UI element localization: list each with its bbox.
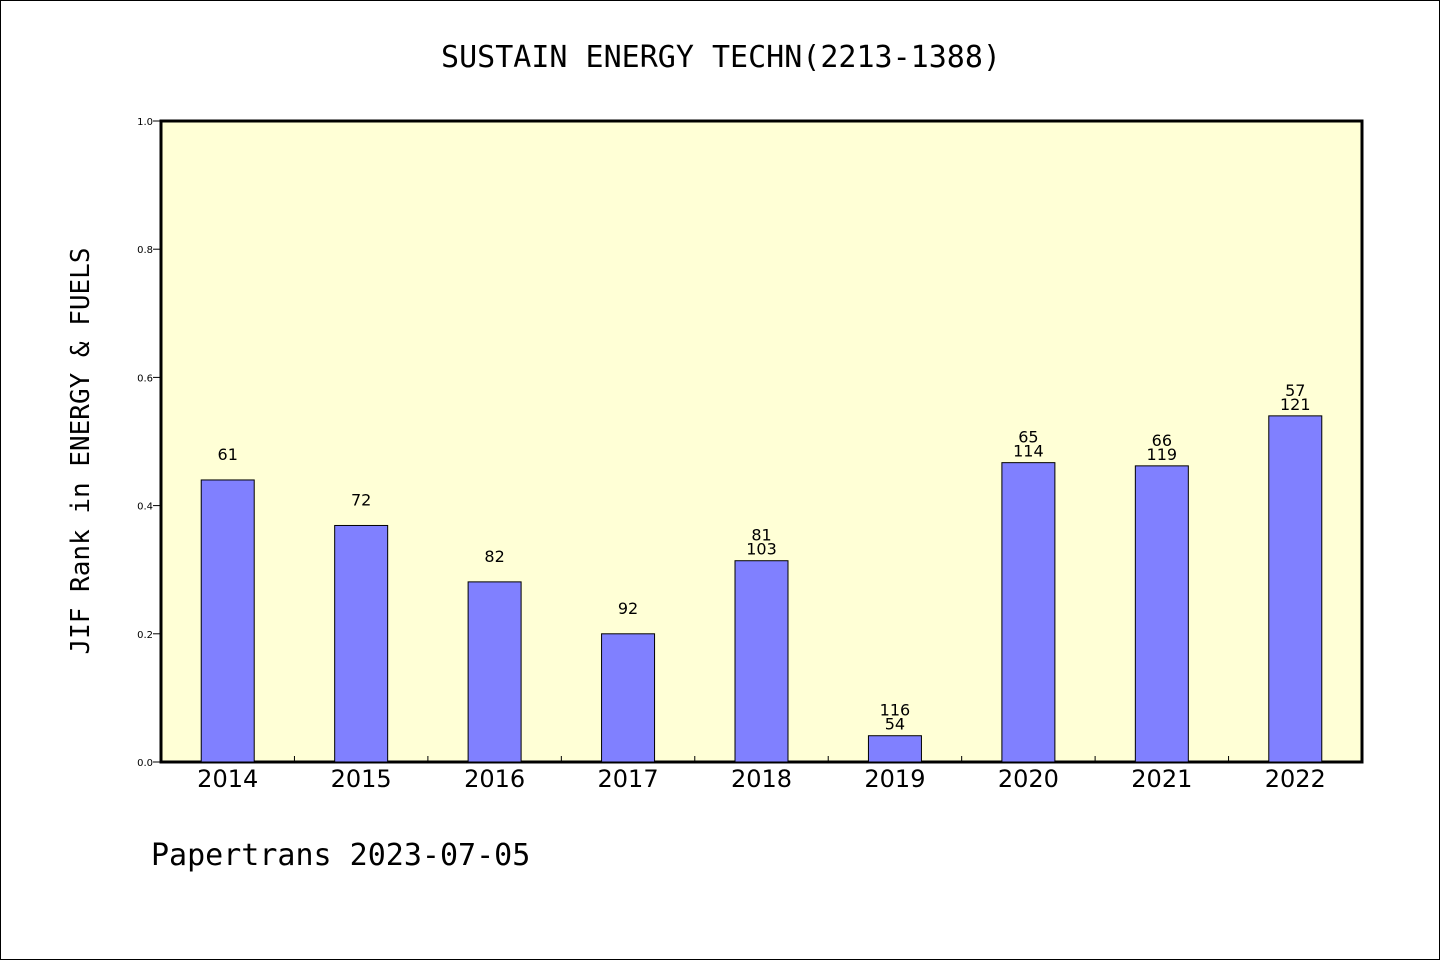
data-label: 121 [1280, 395, 1311, 414]
data-label: 92 [618, 599, 638, 618]
data-label: 82 [484, 547, 504, 566]
bar-2021 [1134, 465, 1189, 763]
data-label: 54 [885, 715, 905, 734]
y-tick-label: 1.0 [137, 117, 153, 128]
y-tick-label: 0.2 [137, 630, 153, 641]
y-tick-label: 0.8 [137, 245, 153, 256]
bars [200, 415, 1323, 763]
data-label: 81 [751, 526, 771, 545]
x-tick-label: 2016 [464, 765, 525, 793]
y-ticks: 0.0 0.2 0.4 0.6 0.8 1.0 [137, 117, 161, 769]
data-label: 103 [746, 540, 777, 559]
x-tick-label: 2018 [731, 765, 792, 793]
bar-2017 [601, 633, 656, 763]
x-tick-label: 2014 [197, 765, 258, 793]
data-label: 61 [218, 445, 238, 464]
x-tick-label: 2022 [1265, 765, 1326, 793]
y-tick-label: 0.0 [137, 758, 153, 769]
data-label: 72 [351, 490, 371, 509]
x-tick-label: 2019 [864, 765, 925, 793]
footer-text: Papertrans 2023-07-05 [151, 838, 530, 873]
y-tick-label: 0.6 [137, 373, 153, 384]
bar-2015 [334, 524, 389, 763]
data-label: 65 [1018, 428, 1038, 447]
bar-2016 [467, 581, 522, 763]
data-label: 57 [1285, 381, 1305, 400]
data-label: 114 [1013, 442, 1044, 461]
data-label: 116 [880, 701, 911, 720]
x-tick-label: 2015 [331, 765, 392, 793]
data-label: 119 [1147, 445, 1178, 464]
chart-title: SUSTAIN ENERGY TECHN(2213-1388) [441, 40, 1001, 75]
data-label: 66 [1152, 431, 1172, 450]
y-tick-label: 0.4 [137, 502, 153, 513]
x-tick-label: 2021 [1131, 765, 1192, 793]
bar-2020 [1001, 462, 1056, 763]
bar-2018 [734, 560, 789, 763]
x-tick-label: 2017 [598, 765, 659, 793]
x-ticks: 2014 2015 2016 2017 2018 2019 2020 2021 2022 [197, 756, 1326, 793]
bar-2014 [200, 479, 255, 763]
y-axis-label: JIF Rank in ENERGY & FUELS [66, 248, 96, 655]
bar-2019 [867, 735, 922, 763]
x-tick-label: 2020 [998, 765, 1059, 793]
bar-2022 [1268, 415, 1323, 763]
